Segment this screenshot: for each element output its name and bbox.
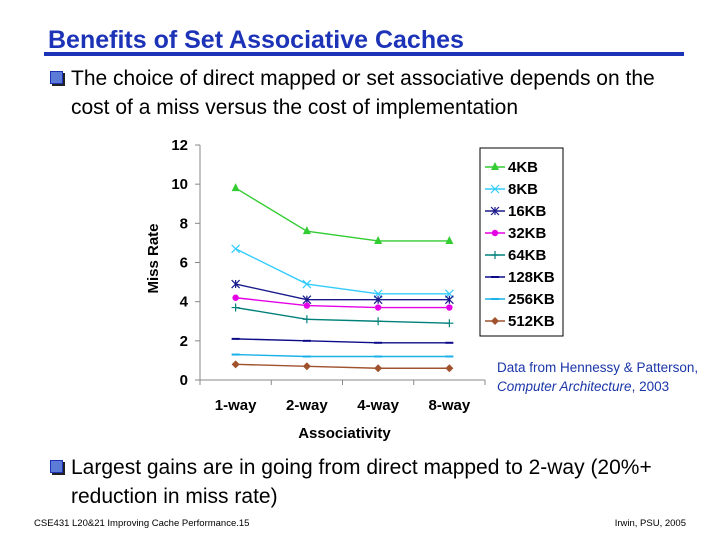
data-point — [444, 295, 454, 305]
x-tick-label: 4-way — [357, 397, 399, 414]
legend-marker — [490, 206, 500, 216]
y-axis-title: Miss Rate — [145, 223, 162, 293]
data-point — [303, 302, 311, 309]
legend-marker — [491, 317, 499, 325]
data-point — [445, 235, 454, 244]
series-line-128kb — [235, 338, 450, 344]
data-point — [302, 362, 311, 371]
series-line-256kb — [235, 353, 450, 358]
data-point — [231, 244, 241, 254]
y-tick-label: 0 — [180, 372, 188, 389]
legend-marker — [491, 229, 499, 237]
legend-marker — [490, 184, 500, 194]
data-point — [374, 317, 383, 326]
legend-box — [479, 147, 564, 337]
title-underline — [44, 52, 684, 56]
y-tick-label: 6 — [180, 255, 188, 272]
data-point — [302, 295, 312, 305]
data-point — [445, 364, 454, 373]
data-point — [231, 279, 241, 289]
bullet-text: The choice of direct mapped or set assoc… — [71, 67, 655, 119]
data-point — [446, 304, 453, 311]
x-tick-label: 2-way — [286, 397, 328, 414]
data-point — [302, 279, 312, 289]
data-point — [231, 360, 240, 369]
y-tick-label: 8 — [180, 215, 188, 232]
source-note-suffix: , 2003 — [631, 379, 670, 394]
slide-title: Benefits of Set Associative Caches — [48, 26, 464, 54]
data-point — [374, 235, 383, 244]
legend-label: 128KB — [508, 269, 555, 286]
x-axis-title: Associativity — [298, 425, 391, 442]
legend-label: 4KB — [508, 159, 538, 176]
data-point — [231, 303, 240, 312]
y-tick-label: 12 — [171, 137, 188, 154]
data-point — [231, 183, 240, 192]
data-point — [232, 294, 239, 301]
series-line-32kb — [235, 297, 450, 309]
footer-left: CSE431 L20&21 Improving Cache Performanc… — [34, 518, 250, 529]
data-point — [373, 295, 383, 305]
x-tick-label: 8-way — [429, 397, 471, 414]
series-line-4kb — [235, 187, 450, 242]
data-point — [445, 319, 454, 328]
legend-label: 16KB — [508, 203, 547, 220]
y-tick-label: 4 — [180, 294, 189, 311]
source-note-prefix: Data from Hennessy & Patterson, — [497, 360, 699, 375]
series-line-8kb — [235, 248, 450, 295]
square-bullet-icon — [50, 460, 63, 473]
square-bullet-icon — [50, 71, 63, 84]
data-point — [374, 304, 382, 311]
legend-marker — [491, 162, 499, 170]
data-point — [302, 315, 311, 324]
data-point — [374, 364, 383, 373]
series-line-16kb — [235, 283, 450, 301]
source-note-book: Computer Architecture — [497, 379, 632, 394]
bullet-text: Largest gains are in going from direct m… — [71, 456, 652, 508]
legend-label: 256KB — [508, 291, 555, 308]
series-line-64kb — [235, 306, 450, 324]
legend-label: 8KB — [508, 181, 538, 198]
legend-label: 64KB — [508, 247, 547, 264]
legend-marker — [491, 251, 499, 259]
data-point — [302, 226, 311, 235]
footer-right: Irwin, PSU, 2005 — [614, 518, 686, 529]
legend-label: 32KB — [508, 225, 547, 242]
legend-label: 512KB — [508, 313, 555, 330]
x-tick-label: 1-way — [215, 397, 257, 414]
y-tick-label: 2 — [180, 333, 188, 350]
y-tick-label: 10 — [171, 176, 188, 193]
series-line-512kb — [235, 363, 450, 369]
source-note: Data from Hennessy & Patterson, Computer… — [497, 358, 707, 396]
